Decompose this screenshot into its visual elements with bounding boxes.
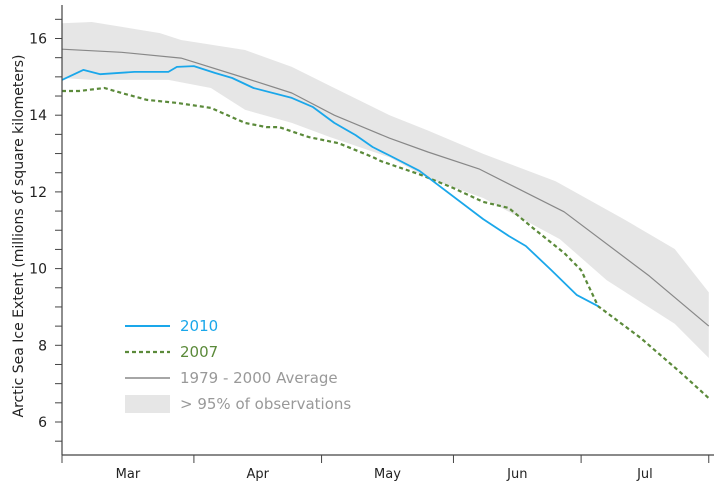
x-tick-label: Mar	[116, 467, 141, 482]
x-tick-label: Jul	[636, 467, 653, 482]
legend-label-3: > 95% of observations	[180, 395, 351, 413]
y-axis-label: Arctic Sea Ice Extent (millions of squar…	[11, 55, 27, 418]
series-line-2	[61, 48, 710, 327]
x-tick-label: Jun	[506, 467, 527, 482]
y-tick-label: 12	[29, 185, 47, 201]
legend-swatch-band	[125, 395, 170, 413]
legend-label-0: 2010	[180, 317, 218, 335]
legend-label-2: 1979 - 2000 Average	[180, 369, 338, 387]
series-line-1	[62, 86, 710, 400]
y-tick-label: 8	[38, 338, 47, 354]
y-tick-label: 16	[29, 32, 47, 48]
series-line-0	[61, 65, 599, 307]
x-tick-label: Apr	[246, 467, 269, 482]
y-tick-label: 6	[38, 415, 47, 431]
y-tick-label: 10	[29, 262, 47, 278]
observation-range-band	[62, 22, 709, 358]
x-tick-label: May	[374, 467, 401, 482]
legend-label-1: 2007	[180, 343, 218, 361]
y-tick-label: 14	[29, 108, 47, 124]
